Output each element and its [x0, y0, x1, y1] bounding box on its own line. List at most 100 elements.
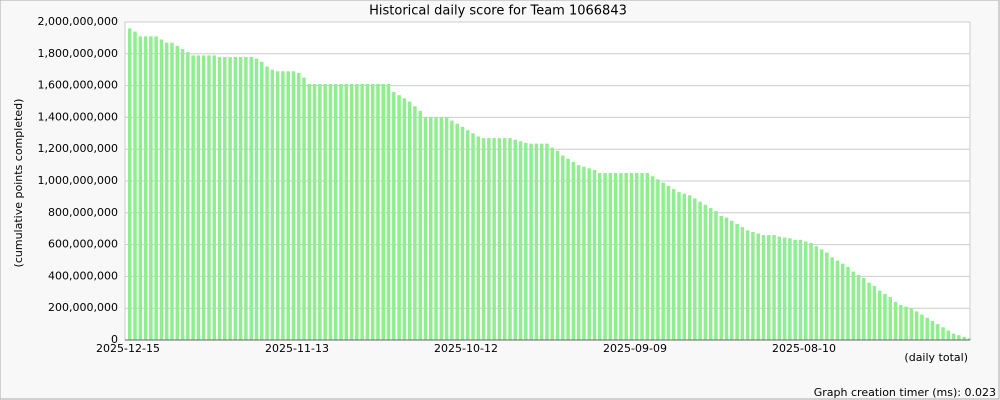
bar — [492, 138, 496, 340]
bar — [576, 165, 581, 340]
bar — [761, 235, 766, 340]
bar — [603, 173, 607, 340]
bar — [244, 56, 248, 340]
y-tick-label: 1,600,000,000 — [38, 79, 118, 92]
bar — [698, 201, 702, 340]
bar — [223, 56, 227, 340]
bar — [893, 301, 898, 340]
y-tick-label: 1,000,000,000 — [38, 174, 118, 187]
x-tick-label: 2025-10-12 — [434, 342, 498, 355]
bar — [793, 239, 797, 340]
bar — [714, 211, 718, 340]
bar — [703, 204, 708, 340]
bar — [825, 252, 829, 340]
bar — [508, 138, 512, 340]
bar — [708, 208, 713, 340]
bar — [598, 173, 602, 340]
bar — [128, 28, 132, 341]
bar — [904, 306, 908, 340]
x-tick-label: 2025-12-15 — [96, 342, 160, 355]
bar — [381, 84, 385, 340]
bar — [909, 308, 914, 340]
bar — [767, 235, 771, 340]
bar — [238, 56, 243, 340]
bar — [804, 241, 808, 340]
bar — [476, 136, 481, 340]
bar — [228, 56, 232, 340]
bar — [946, 330, 951, 340]
bar — [561, 155, 565, 340]
bar — [772, 235, 776, 340]
bar — [883, 293, 887, 340]
bar — [851, 271, 856, 340]
x-tick-label: 2025-08-10 — [772, 342, 836, 355]
bar — [201, 55, 206, 340]
bar — [856, 274, 861, 340]
bar — [740, 227, 745, 340]
bar — [344, 84, 349, 340]
y-tick-label: 0 — [111, 333, 118, 346]
bar — [819, 249, 824, 340]
bar — [275, 71, 280, 340]
bar — [650, 176, 655, 340]
bar — [872, 285, 877, 340]
y-tick-label: 1,200,000,000 — [38, 142, 118, 155]
bar — [376, 84, 380, 340]
bar — [629, 173, 634, 340]
bar — [914, 311, 919, 340]
bar — [318, 84, 322, 340]
bar — [455, 123, 459, 340]
y-tick-label: 1,400,000,000 — [38, 110, 118, 123]
bar — [524, 142, 528, 340]
bar — [545, 143, 549, 340]
bar — [164, 42, 169, 341]
bar — [798, 239, 803, 340]
bar — [846, 266, 850, 340]
bar — [312, 84, 317, 340]
y-tick-label: 1,800,000,000 — [38, 47, 118, 60]
bar — [143, 36, 148, 341]
bar — [444, 117, 449, 341]
bar — [270, 69, 275, 340]
bar — [624, 173, 628, 340]
bar — [719, 215, 723, 340]
bar — [297, 72, 301, 340]
bar — [217, 56, 222, 340]
bar — [888, 297, 892, 340]
bar — [513, 139, 518, 340]
y-tick-label: 800,000,000 — [48, 206, 118, 219]
bar — [328, 84, 333, 340]
bar — [745, 230, 750, 340]
bar — [407, 101, 412, 340]
bar — [286, 71, 290, 340]
y-tick-label: 2,000,000,000 — [38, 15, 118, 28]
bar — [460, 126, 465, 340]
bar — [249, 56, 253, 340]
bar — [877, 290, 882, 340]
bar — [291, 71, 296, 340]
bar — [487, 138, 491, 340]
bar — [159, 39, 164, 341]
bar — [777, 236, 782, 340]
bar — [349, 84, 354, 340]
bar — [196, 55, 201, 340]
bar — [481, 138, 486, 340]
bar — [582, 166, 586, 340]
bar — [265, 66, 269, 341]
bar — [307, 84, 312, 340]
bar — [735, 223, 739, 340]
x-tick-label: 2025-11-13 — [265, 342, 329, 355]
bar — [370, 84, 375, 340]
bar — [619, 173, 623, 340]
bar — [671, 188, 676, 340]
bar — [666, 185, 671, 340]
bar — [967, 338, 972, 340]
bar — [587, 168, 591, 340]
bar — [920, 314, 924, 340]
chart-title: Historical daily score for Team 1066843 — [369, 4, 627, 19]
bar — [534, 143, 539, 340]
x-tick-label: 2025-09-09 — [603, 342, 667, 355]
bar — [751, 231, 755, 340]
bar — [175, 45, 180, 340]
